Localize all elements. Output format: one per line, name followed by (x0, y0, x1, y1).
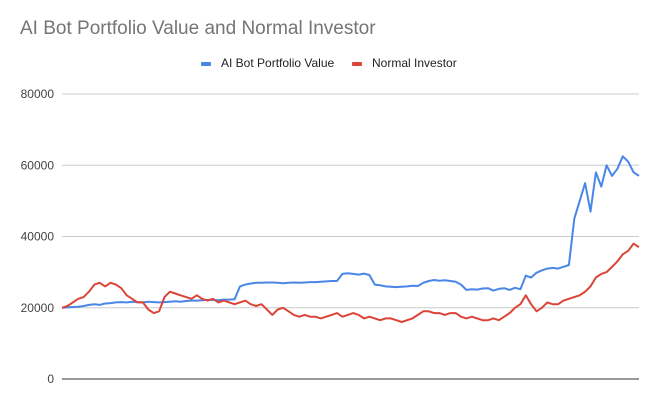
series-line-ai-bot[interactable] (61, 155, 640, 309)
legend: AI Bot Portfolio Value Normal Investor (0, 56, 659, 76)
y-tick-label: 60000 (21, 158, 55, 172)
legend-item-normal-investor[interactable]: Normal Investor (352, 56, 457, 70)
chart-title: AI Bot Portfolio Value and Normal Invest… (20, 18, 376, 39)
legend-label-normal-investor: Normal Investor (372, 56, 457, 70)
legend-item-ai-bot[interactable]: AI Bot Portfolio Value (201, 56, 334, 70)
legend-swatch-normal-investor (352, 61, 362, 66)
legend-label-ai-bot: AI Bot Portfolio Value (221, 56, 335, 70)
y-tick-label: 40000 (21, 230, 55, 244)
legend-swatch-ai-bot (201, 61, 211, 66)
y-tick-label: 20000 (21, 301, 55, 315)
series-line-normal-investor[interactable] (61, 242, 640, 323)
y-tick-label: 0 (47, 372, 54, 386)
y-tick-label: 80000 (21, 87, 55, 101)
